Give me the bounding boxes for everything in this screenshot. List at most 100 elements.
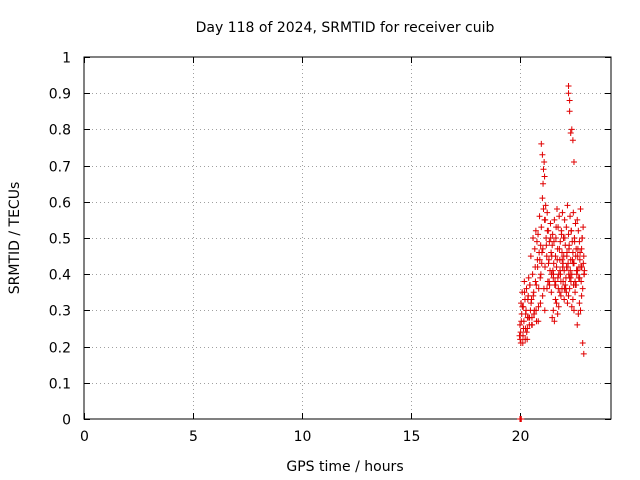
data-point <box>523 329 530 336</box>
data-point <box>567 130 574 137</box>
data-point <box>553 300 560 307</box>
data-point <box>560 253 567 260</box>
data-point <box>566 285 573 292</box>
data-point <box>531 245 538 252</box>
data-point <box>566 97 573 104</box>
data-point <box>553 206 560 213</box>
data-point <box>520 332 527 339</box>
data-point <box>533 238 540 245</box>
grid-lines <box>84 57 611 419</box>
data-point <box>579 235 586 241</box>
data-point <box>541 158 548 165</box>
data-point <box>569 137 576 144</box>
data-point <box>522 311 529 318</box>
data-point <box>570 209 577 216</box>
data-point <box>542 202 549 209</box>
data-point <box>518 416 525 422</box>
data-point <box>580 260 587 267</box>
y-tick-labels: 0 0.1 0.2 0.3 0.4 0.5 0.6 0.7 0.8 0.9 1 <box>49 51 71 429</box>
data-point <box>537 300 544 307</box>
data-point <box>575 311 582 318</box>
data-point <box>574 321 581 328</box>
y-tick-label: 0.4 <box>49 268 71 284</box>
data-point <box>530 311 537 318</box>
data-point <box>577 307 584 314</box>
data-point <box>540 206 547 213</box>
data-point <box>569 296 576 303</box>
data-point <box>568 126 575 133</box>
data-point <box>557 292 564 299</box>
data-point <box>539 151 546 158</box>
data-point <box>560 278 567 285</box>
data-point <box>530 235 537 241</box>
data-point <box>538 140 545 147</box>
data-point <box>556 289 563 296</box>
data-point <box>576 300 583 307</box>
data-point <box>562 282 569 289</box>
data-point <box>564 249 571 256</box>
data-point <box>550 271 557 278</box>
data-points <box>516 82 588 422</box>
x-tick-label: 0 <box>80 429 89 445</box>
data-point <box>565 271 572 278</box>
data-point <box>575 227 582 234</box>
data-point <box>540 180 547 187</box>
data-point <box>537 271 544 278</box>
data-point <box>524 325 531 332</box>
data-point <box>567 213 574 220</box>
data-point <box>526 282 533 289</box>
data-point <box>518 300 525 307</box>
x-tick-label: 5 <box>189 429 198 445</box>
data-point <box>578 292 585 299</box>
data-point <box>565 260 572 267</box>
data-point <box>540 166 547 173</box>
data-point <box>552 278 559 285</box>
data-point <box>561 296 568 303</box>
data-point <box>519 303 526 310</box>
data-point <box>555 303 562 310</box>
data-point <box>571 238 578 245</box>
data-point <box>548 253 555 260</box>
data-point <box>527 253 534 260</box>
data-point <box>539 245 546 252</box>
data-point <box>529 271 536 278</box>
data-point <box>566 108 573 115</box>
data-point <box>559 256 566 263</box>
y-tick-label: 0.2 <box>49 341 71 357</box>
data-point <box>517 329 524 336</box>
data-point <box>563 263 570 270</box>
data-point <box>573 282 580 289</box>
data-point <box>522 336 529 343</box>
data-point <box>535 318 542 325</box>
y-tick-label: 0 <box>62 413 71 429</box>
data-point <box>572 220 579 227</box>
data-point <box>547 220 554 227</box>
data-point <box>537 274 544 281</box>
data-point <box>516 321 523 328</box>
plot-frame <box>83 56 612 420</box>
data-point <box>537 242 544 249</box>
data-point <box>525 274 532 281</box>
data-point <box>533 307 540 314</box>
data-point <box>574 267 581 274</box>
data-point <box>579 339 586 346</box>
x-tick-label: 15 <box>403 429 421 445</box>
data-point <box>561 235 568 241</box>
data-point <box>552 282 559 289</box>
data-point <box>580 271 587 278</box>
y-axis-label: SRMTID / TECUs <box>7 182 23 295</box>
data-point <box>553 263 560 270</box>
data-point <box>563 224 570 231</box>
data-point <box>535 303 542 310</box>
data-point <box>569 249 576 256</box>
y-tick-label: 0.5 <box>49 232 71 248</box>
y-tick-label: 0.6 <box>49 196 71 212</box>
data-point <box>557 267 564 274</box>
data-point <box>564 300 571 307</box>
data-point <box>544 209 551 216</box>
data-point <box>572 289 579 296</box>
data-point <box>564 202 571 209</box>
data-point <box>536 213 543 220</box>
data-point <box>530 292 537 299</box>
